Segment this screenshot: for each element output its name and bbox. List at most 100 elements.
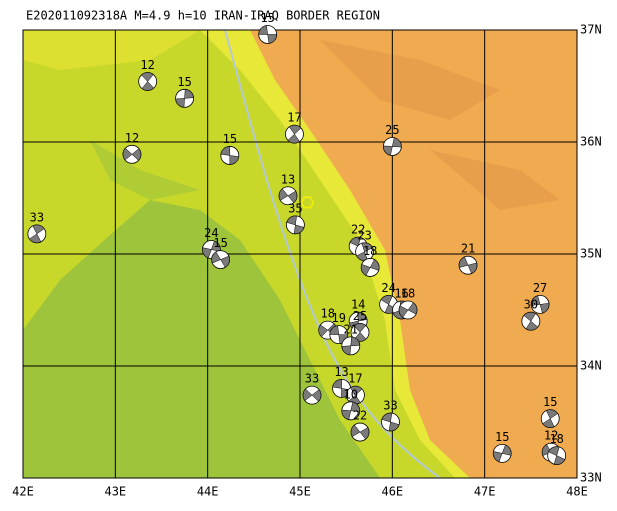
depth-label: 15: [543, 395, 557, 409]
depth-label: 23: [357, 228, 371, 242]
depth-label: 12: [140, 58, 154, 72]
lon-label: 43E: [104, 485, 126, 499]
lat-label: 37N: [580, 23, 602, 37]
ball-quadrant: [398, 302, 418, 318]
beachball: [530, 294, 550, 314]
ball-quadrant: [258, 25, 277, 44]
beachball: [360, 258, 380, 277]
beachball: [329, 325, 349, 345]
ball-quadrant: [220, 146, 240, 165]
beachball: [220, 146, 240, 165]
depth-label: 15: [495, 430, 509, 444]
beachball: [547, 446, 567, 466]
ball-quadrant: [542, 409, 559, 428]
depth-label: 13: [281, 172, 295, 186]
depth-label: 30: [524, 298, 538, 312]
depth-label: 25: [385, 123, 399, 137]
depth-label: 14: [351, 298, 365, 312]
beachball: [211, 250, 230, 270]
beachball: [258, 25, 278, 44]
depth-label: 24: [204, 226, 218, 240]
depth-label: 22: [351, 223, 365, 237]
depth-label: 15: [177, 75, 191, 89]
ball-quadrant: [383, 137, 402, 156]
beachball: [332, 378, 351, 398]
depth-label: 18: [549, 432, 563, 446]
ball-quadrant: [523, 311, 539, 331]
beachball: [345, 385, 365, 405]
ball-quadrant: [341, 401, 361, 420]
depth-label: 33: [383, 399, 397, 413]
beachball: [302, 385, 322, 405]
beachball: [381, 412, 400, 432]
beachball: [285, 215, 305, 235]
depth-label: 22: [353, 409, 367, 423]
lon-label: 46E: [381, 485, 403, 499]
ball-quadrant: [286, 215, 305, 235]
ball-quadrant: [29, 224, 45, 244]
lat-label: 36N: [580, 135, 602, 149]
depth-label: 13: [334, 365, 348, 379]
lon-label: 48E: [566, 485, 588, 499]
lat-label: 34N: [580, 359, 602, 373]
ball-quadrant: [360, 259, 380, 276]
beachball: [521, 311, 541, 331]
beachball: [458, 255, 478, 275]
ball-quadrant: [175, 89, 194, 108]
lon-label: 44E: [197, 485, 219, 499]
beachball: [122, 144, 142, 164]
beachball: [175, 88, 194, 108]
beachball: [27, 224, 47, 244]
ball-quadrant: [492, 444, 512, 463]
frame: [22, 29, 578, 479]
beachball: [138, 72, 158, 91]
depth-label: 18: [401, 287, 415, 301]
depth-label: 15: [223, 132, 237, 146]
depth-label: 15: [260, 11, 274, 25]
ball-quadrant: [458, 256, 478, 274]
ball-quadrant: [530, 295, 550, 314]
ball-quadrant: [548, 446, 566, 465]
lon-label: 45E: [289, 485, 311, 499]
depth-label: 21: [461, 242, 475, 256]
depth-label: 12: [544, 429, 558, 443]
ball-quadrant: [287, 124, 302, 144]
beachball: [398, 300, 418, 320]
ball-quadrant: [381, 412, 400, 432]
depth-label: 12: [125, 131, 139, 145]
beachball: [341, 336, 361, 356]
beachball: [350, 422, 370, 442]
epicenter: [300, 196, 315, 209]
ball-quadrant: [302, 388, 322, 402]
ball-quadrant: [211, 251, 230, 268]
ball-quadrant: [341, 336, 361, 356]
depth-label: 35: [288, 201, 302, 215]
lat-label: 35N: [580, 247, 602, 261]
beachball: [350, 322, 370, 342]
depth-label: 21: [344, 322, 358, 336]
depth-label: 10: [344, 387, 358, 401]
depth-label: 24: [381, 281, 395, 295]
ball-quadrant: [278, 188, 298, 204]
beachball: [278, 186, 298, 206]
beachball: [341, 401, 361, 421]
ball-quadrant: [141, 72, 155, 91]
map-title: E202011092318A M=4.9 h=10 IRAN-IRAQ BORD…: [26, 9, 380, 23]
depth-label: 18: [320, 307, 334, 321]
ball-quadrant: [122, 147, 142, 161]
depth-label: 17: [287, 111, 301, 125]
ball-quadrant: [350, 424, 370, 440]
depth-label: 16: [394, 287, 408, 301]
depth-label: 17: [348, 372, 362, 386]
lat-label: 33N: [580, 471, 602, 485]
depth-label: 19: [332, 311, 346, 325]
lon-label: 47E: [474, 485, 496, 499]
beachball: [382, 137, 402, 156]
beachball: [285, 124, 304, 144]
depth-label: 27: [533, 281, 547, 295]
depth-label: 15: [213, 236, 227, 250]
depth-label: 25: [353, 309, 367, 323]
beachball: [540, 409, 560, 429]
